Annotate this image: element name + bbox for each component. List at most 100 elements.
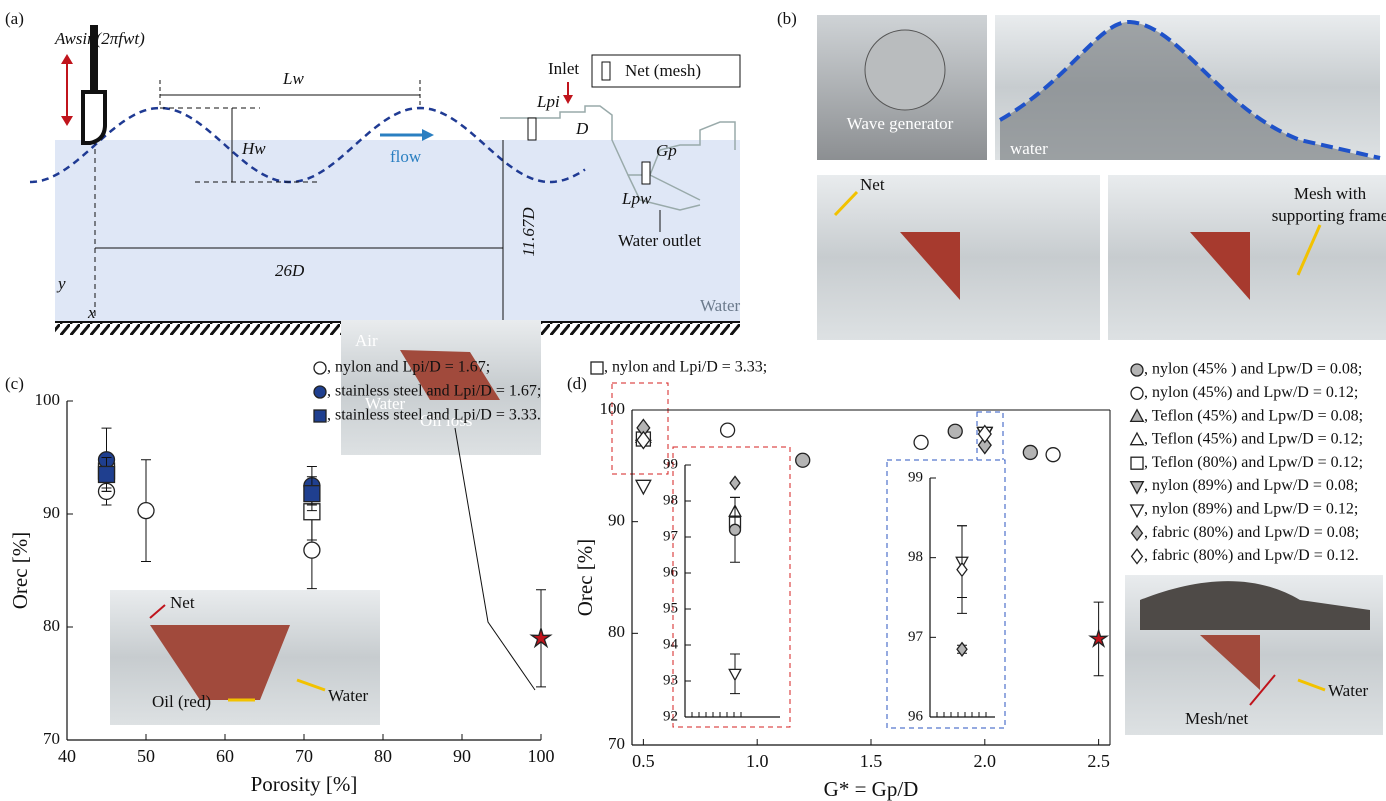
marker [914,435,928,449]
x-tick-label: 80 [374,746,392,766]
x-tick-label: 60 [216,746,234,766]
x-tick-label: 100 [528,746,555,766]
legend-label: , fabric (80%) and Lpw/D = 0.12. [1144,547,1359,564]
legend-symbol [1131,457,1143,469]
dim-label: Gp [656,141,677,160]
marker [796,453,810,467]
x-tick-label: 2.5 [1087,751,1110,771]
marker [99,466,115,482]
marker [730,524,741,535]
photo-label: supporting frame [1272,206,1386,225]
panel-label: (d) [567,374,587,393]
y-tick-label: 100 [600,399,626,418]
wavemaker [83,92,105,143]
legend-symbol [1132,549,1143,563]
photo-label: Oil (red) [152,692,211,711]
photo-label: Mesh with [1294,184,1367,203]
x-axis-label: G* = Gp/D [824,777,919,801]
y-tick-label: 80 [43,616,60,635]
y-tick-label: 90 [43,503,60,522]
outlet-label: Water outlet [618,231,701,250]
flow-label: flow [390,147,422,166]
y-axis-label: Orec [%] [8,532,32,610]
x-tick-label: 40 [58,746,76,766]
legend-label: , stainless steel and Lpi/D = 3.33. [327,407,541,424]
axis-label: x [87,303,96,322]
y-tick-label: 97 [663,528,679,544]
panel-label: (b) [777,9,797,28]
x-tick-label: 0.5 [632,751,655,771]
legend-label: , nylon (89%) and Lpw/D = 0.08; [1144,477,1358,494]
dim-label: 11.67D [519,207,538,257]
dim-label: D [575,119,589,138]
legend-label: , nylon (45% ) and Lpw/D = 0.08; [1144,361,1362,378]
marker [1023,445,1037,459]
legend-symbol [1131,505,1144,517]
legend-symbol [314,362,326,374]
photo-label: Net [860,175,885,194]
legend-symbol [1132,526,1143,540]
y-tick-label: 90 [608,511,625,530]
x-tick-label: 1.0 [746,751,769,771]
y-axis-label: Orec [%] [573,539,597,617]
photo-label: Net [170,593,195,612]
photo-label: water [1010,139,1048,158]
legend-symbol [314,410,326,422]
legend-label: , stainless steel and Lpi/D = 1.67; [327,383,541,400]
y-tick-label: 99 [663,456,678,472]
y-tick-label: 99 [908,469,923,485]
legend-label: , fabric (80%) and Lpw/D = 0.08; [1144,524,1359,541]
photos-b [817,15,1386,340]
legend-symbol [1131,410,1144,422]
marker [304,542,320,558]
legend-label: , Teflon (45%) and Lpw/D = 0.12; [1144,431,1363,448]
legend-label: , nylon (89%) and Lpw/D = 0.12; [1144,500,1358,517]
legend-label: , Teflon (45%) and Lpw/D = 0.08; [1144,407,1363,424]
legend-symbol [1131,482,1144,494]
water-label: Water [700,296,740,315]
inlet-label: Inlet [548,59,579,78]
y-tick-label: 98 [908,549,923,565]
x-axis-label: Porosity [%] [251,772,358,796]
y-tick-label: 96 [908,708,924,724]
dim-label: Lw [282,69,304,88]
y-tick-label: 94 [663,636,679,652]
marker [636,480,651,494]
x-tick-label: 90 [453,746,471,766]
marker [721,423,735,437]
figure: (a) (b) (c) (d) Awsin(2πfwt) Lw Hw flow … [0,0,1386,801]
legend-label: , nylon (45%) and Lpw/D = 0.12; [1144,384,1358,401]
y-tick-label: 96 [663,564,679,580]
photo-label: Water [1328,681,1368,700]
photo-label: Mesh/net [1185,709,1249,728]
marker [138,503,154,519]
legend-symbol [1131,364,1143,376]
legend-label: , nylon and Lpi/D = 3.33; [604,359,767,376]
photo-label: Air [355,331,378,350]
legend-label: , Teflon (80%) and Lpw/D = 0.12; [1144,454,1363,471]
net-legend: Net (mesh) [625,61,701,80]
y-tick-label: 93 [663,672,678,688]
dim-label: Lpw [621,189,652,208]
y-tick-label: 95 [663,600,678,616]
photo-label: Wave generator [847,114,954,133]
x-tick-label: 1.5 [860,751,883,771]
panel-label: (a) [5,9,24,28]
x-tick-label: 2.0 [974,751,997,771]
x-tick-label: 50 [137,746,155,766]
marker [304,486,320,502]
legend-label: , nylon and Lpi/D = 1.67; [327,359,490,376]
y-tick-label: 97 [908,629,924,645]
x-tick-label: 70 [295,746,313,766]
y-tick-label: 98 [663,492,678,508]
legend-symbol [1131,433,1144,445]
dim-label: Hw [241,139,266,158]
y-tick-label: 92 [663,708,678,724]
legend-symbol [1131,387,1143,399]
marker [1046,448,1060,462]
marker [948,424,962,438]
y-tick-label: 80 [608,622,625,641]
legend-symbol [314,386,326,398]
legend-symbol [591,362,603,374]
dim-label: 26D [275,261,305,280]
